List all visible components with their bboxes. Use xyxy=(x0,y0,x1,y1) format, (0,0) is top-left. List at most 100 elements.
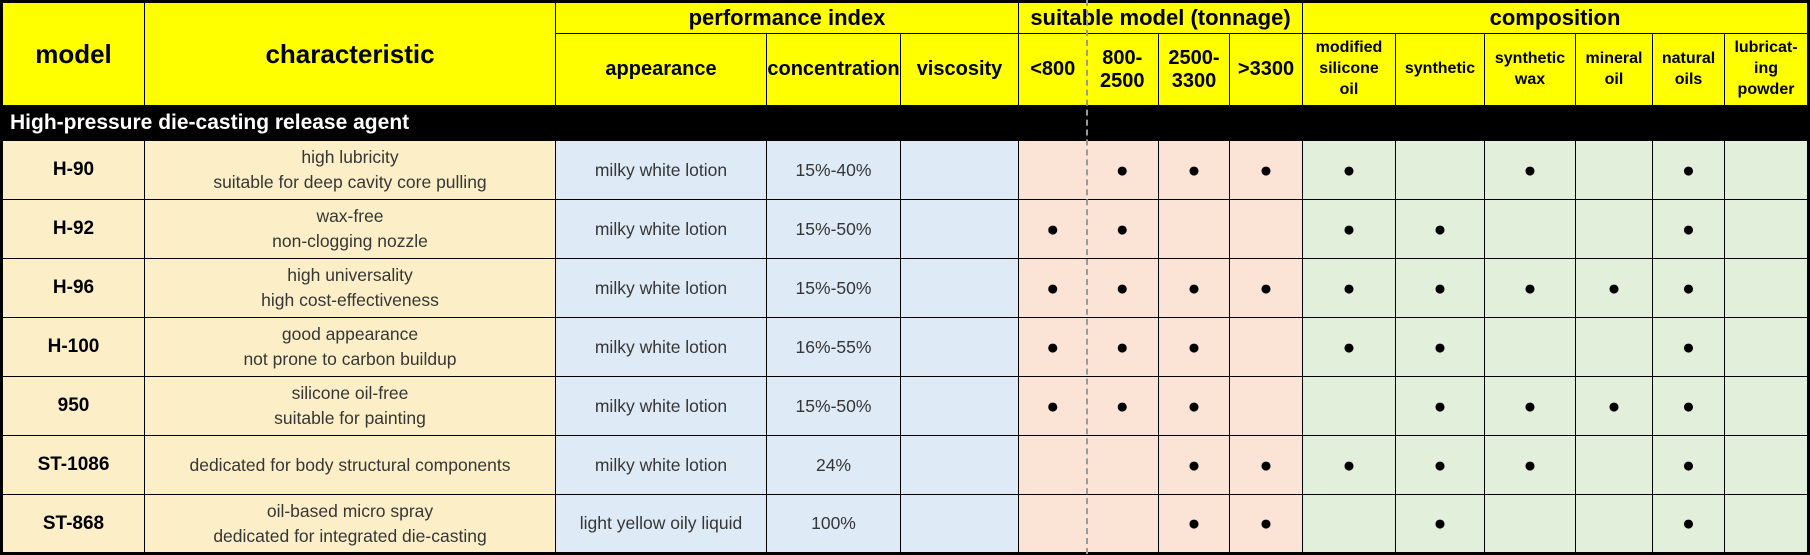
header-tonnage-lt800: <800 xyxy=(1018,33,1087,106)
appearance-cell: light yellow oily liquid xyxy=(555,494,767,554)
viscosity-cell xyxy=(900,140,1019,200)
table-row: ST-868 oil-based micro spray dedicated fo… xyxy=(1,494,1809,554)
tonnage-cell-empty xyxy=(1086,435,1159,495)
table-body: High-pressure die-casting release agent … xyxy=(0,105,1810,554)
characteristic-cell: wax-free non-clogging nozzle xyxy=(144,199,556,259)
tonnage-dot-marker: ● xyxy=(1229,494,1303,554)
header-tonnage-2500-3300: 2500- 3300 xyxy=(1158,33,1230,106)
table-row: H-90 high lubricity suitable for deep cav… xyxy=(1,140,1809,200)
tonnage-dot-marker: ● xyxy=(1158,376,1230,436)
model-cell: H-100 xyxy=(1,317,145,377)
header-viscosity: viscosity xyxy=(900,33,1019,106)
composition-dot-marker: ● xyxy=(1395,258,1485,318)
tonnage-cell-empty xyxy=(1229,317,1303,377)
tonnage-dot-marker: ● xyxy=(1086,317,1159,377)
header-synthetic: synthetic xyxy=(1395,33,1485,106)
tonnage-dot-marker: ● xyxy=(1158,140,1230,200)
header-modified-silicone-oil: modified silicone oil xyxy=(1302,33,1396,106)
tonnage-dot-marker: ● xyxy=(1229,435,1303,495)
composition-cell-empty xyxy=(1724,376,1809,436)
header-concentration: concentration xyxy=(766,33,901,106)
tonnage-dot-marker: ● xyxy=(1158,317,1230,377)
tonnage-dot-marker: ● xyxy=(1158,435,1230,495)
tonnage-dot-marker: ● xyxy=(1086,258,1159,318)
model-cell: ST-1086 xyxy=(1,435,145,495)
composition-cell-empty xyxy=(1724,199,1809,259)
composition-dot-marker: ● xyxy=(1302,435,1396,495)
tonnage-cell-empty xyxy=(1018,435,1087,495)
table-row: H-96 high universality high cost-effectiv… xyxy=(1,258,1809,318)
header-appearance: appearance xyxy=(555,33,767,106)
viscosity-cell xyxy=(900,494,1019,554)
model-cell: 950 xyxy=(1,376,145,436)
composition-cell-empty xyxy=(1395,140,1485,200)
tonnage-cell-empty xyxy=(1229,376,1303,436)
composition-cell-empty xyxy=(1302,494,1396,554)
header-tonnage-gt3300: >3300 xyxy=(1229,33,1303,106)
model-cell: H-96 xyxy=(1,258,145,318)
composition-cell-empty xyxy=(1724,494,1809,554)
tonnage-dot-marker: ● xyxy=(1086,199,1159,259)
tonnage-dot-marker: ● xyxy=(1158,494,1230,554)
table-row: H-92 wax-free non-clogging nozzle milky wh… xyxy=(1,199,1809,259)
viscosity-cell xyxy=(900,258,1019,318)
concentration-cell: 16%-55% xyxy=(766,317,901,377)
header-characteristic: characteristic xyxy=(144,1,556,106)
concentration-cell: 15%-50% xyxy=(766,199,901,259)
composition-dot-marker: ● xyxy=(1395,435,1485,495)
viscosity-cell xyxy=(900,317,1019,377)
section-title: High-pressure die-casting release agent xyxy=(0,105,1810,141)
composition-cell-empty xyxy=(1575,140,1653,200)
composition-dot-marker: ● xyxy=(1395,199,1485,259)
composition-cell-empty xyxy=(1575,317,1653,377)
tonnage-dot-marker: ● xyxy=(1086,140,1159,200)
model-cell: H-92 xyxy=(1,199,145,259)
header-composition: composition xyxy=(1302,1,1809,34)
model-cell: H-90 xyxy=(1,140,145,200)
characteristic-cell: dedicated for body structural components xyxy=(144,435,556,495)
tonnage-dot-marker: ● xyxy=(1018,258,1087,318)
composition-cell-empty xyxy=(1724,258,1809,318)
composition-dot-marker: ● xyxy=(1302,317,1396,377)
viscosity-cell xyxy=(900,435,1019,495)
table-row: H-100 good appearance not prone to carbon… xyxy=(1,317,1809,377)
tonnage-dot-marker: ● xyxy=(1086,376,1159,436)
composition-dot-marker: ● xyxy=(1652,199,1725,259)
concentration-cell: 24% xyxy=(766,435,901,495)
header-suitable-model-tonnage: suitable model (tonnage) xyxy=(1018,1,1303,34)
composition-cell-empty xyxy=(1484,494,1576,554)
composition-dot-marker: ● xyxy=(1484,376,1576,436)
section-row: High-pressure die-casting release agent xyxy=(0,105,1810,141)
composition-cell-empty xyxy=(1302,376,1396,436)
composition-cell-empty xyxy=(1575,494,1653,554)
tonnage-dot-marker: ● xyxy=(1018,317,1087,377)
composition-cell-empty xyxy=(1484,317,1576,377)
tonnage-cell-empty xyxy=(1018,140,1087,200)
composition-dot-marker: ● xyxy=(1652,140,1725,200)
characteristic-cell: oil-based micro spray dedicated for inte… xyxy=(144,494,556,554)
tonnage-dot-marker: ● xyxy=(1229,140,1303,200)
header-model: model xyxy=(1,1,145,106)
composition-dot-marker: ● xyxy=(1484,140,1576,200)
header-group-row: model characteristic performance index s… xyxy=(1,1,1809,106)
composition-dot-marker: ● xyxy=(1395,317,1485,377)
tonnage-dot-marker: ● xyxy=(1158,258,1230,318)
tonnage-cell-empty xyxy=(1229,199,1303,259)
appearance-cell: milky white lotion xyxy=(555,140,767,200)
tonnage-dot-marker: ● xyxy=(1229,258,1303,318)
characteristic-cell: high universality high cost-effectivenes… xyxy=(144,258,556,318)
concentration-cell: 100% xyxy=(766,494,901,554)
composition-cell-empty xyxy=(1575,199,1653,259)
composition-dot-marker: ● xyxy=(1302,199,1396,259)
tonnage-cell-empty xyxy=(1158,199,1230,259)
composition-dot-marker: ● xyxy=(1395,376,1485,436)
viscosity-cell xyxy=(900,199,1019,259)
table-row: 950 silicone oil-free suitable for painti… xyxy=(1,376,1809,436)
appearance-cell: milky white lotion xyxy=(555,258,767,318)
composition-dot-marker: ● xyxy=(1302,258,1396,318)
composition-cell-empty xyxy=(1724,317,1809,377)
composition-cell-empty xyxy=(1724,140,1809,200)
header-natural-oils: natural oils xyxy=(1652,33,1725,106)
